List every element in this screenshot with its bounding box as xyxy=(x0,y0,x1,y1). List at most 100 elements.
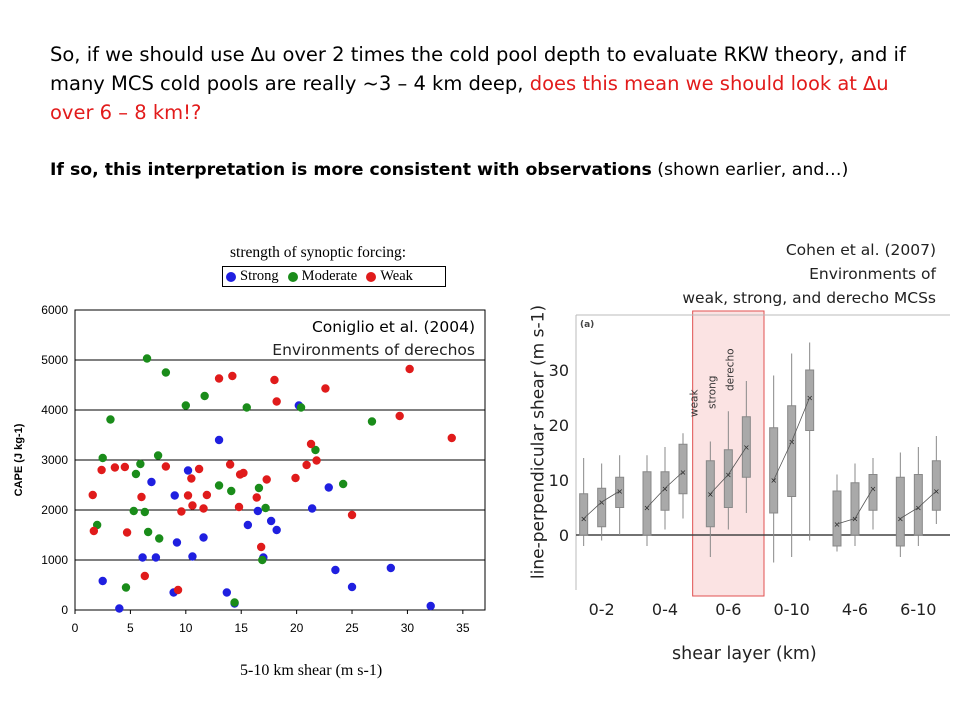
scatter-point-weak xyxy=(302,460,311,470)
scatter-point-strong xyxy=(253,506,263,516)
scatter-point-strong xyxy=(172,538,182,547)
box-median-line xyxy=(710,446,747,495)
scatter-point-strong xyxy=(272,525,281,535)
scatter-point-moderate xyxy=(214,481,224,490)
strong-dot-icon xyxy=(226,271,236,282)
scatter-x-tick-label: 25 xyxy=(345,621,359,635)
scatter-point-weak xyxy=(187,474,196,483)
scatter-point-moderate xyxy=(311,445,320,455)
scatter-x-tick-label: 30 xyxy=(401,621,415,635)
scatter-point-strong xyxy=(170,491,179,500)
scatter-point-moderate xyxy=(140,507,150,517)
scatter-point-weak xyxy=(110,463,120,472)
scatter-point-moderate xyxy=(136,459,145,469)
followup-bold: If so, this interpretation is more consi… xyxy=(50,160,652,180)
box-body xyxy=(660,471,670,511)
cohen-ref-title: Cohen et al. (2007) xyxy=(785,241,936,259)
scatter-point-weak xyxy=(256,542,266,552)
scatter-point-strong xyxy=(98,576,107,586)
moderate-dot-icon xyxy=(287,271,298,282)
scatter-point-weak xyxy=(239,468,248,478)
scatter-point-moderate xyxy=(296,403,306,412)
scatter-point-moderate xyxy=(227,486,236,496)
boxplot-y-tick-label: 10 xyxy=(549,471,569,490)
box-body xyxy=(913,474,923,536)
scatter-x-tick-label: 35 xyxy=(456,621,470,635)
scatter-point-weak xyxy=(272,397,281,406)
scatter-point-strong xyxy=(324,483,333,492)
scatter-point-weak xyxy=(137,492,146,502)
scatter-y-tick-label: 4000 xyxy=(41,403,68,417)
box-median-line xyxy=(773,397,811,481)
scatter-point-strong xyxy=(266,516,276,526)
scatter-point-moderate xyxy=(181,401,191,410)
legend-item-moderate: Moderate xyxy=(287,268,357,285)
legend-label-strong: Strong xyxy=(240,268,279,284)
series-label-strong: strong xyxy=(706,376,718,409)
scatter-point-moderate xyxy=(129,506,138,516)
coniglio-ref-line2: Environments of derechos xyxy=(272,341,475,359)
boxplot-x-tick-label: 0-4 xyxy=(652,600,678,619)
scatter-y-tick-label: 3000 xyxy=(41,453,68,467)
scatter-x-tick-label: 5 xyxy=(127,621,134,635)
scatter-point-moderate xyxy=(258,555,267,565)
cohen-ref-line3: weak, strong, and derecho MCSs xyxy=(682,289,936,307)
intro-text-red: does this mean we should look at ∆u over… xyxy=(50,72,889,124)
scatter-point-moderate xyxy=(161,368,171,377)
scatter-point-weak xyxy=(120,462,130,472)
scatter-x-tick-label: 0 xyxy=(72,621,79,635)
scatter-point-weak xyxy=(214,374,224,383)
scatter-point-strong xyxy=(331,565,340,575)
scatter-point-strong xyxy=(243,520,253,530)
scatter-point-moderate xyxy=(261,503,270,513)
box-body xyxy=(832,490,842,547)
boxplot-x-label: shear layer (km) xyxy=(672,644,817,664)
box-body xyxy=(597,487,607,528)
scatter-point-weak xyxy=(347,510,357,520)
intro-text: So, if we should use ∆u over 2 times the… xyxy=(50,40,930,127)
box-median-marker: × xyxy=(852,515,859,524)
series-label-derecho: derecho xyxy=(724,348,736,391)
box-median-marker: × xyxy=(616,487,623,496)
scatter-point-strong xyxy=(222,588,232,597)
scatter-point-strong xyxy=(199,533,208,542)
scatter-x-tick-label: 15 xyxy=(235,621,249,635)
scatter-point-weak xyxy=(306,439,316,449)
box-body xyxy=(769,427,779,514)
scatter-point-weak xyxy=(89,526,99,536)
scatter-point-strong xyxy=(347,582,357,592)
followup-text: If so, this interpretation is more consi… xyxy=(50,158,940,182)
scatter-point-weak xyxy=(122,528,132,537)
scatter-point-strong xyxy=(386,563,396,573)
scatter-point-weak xyxy=(234,502,244,512)
box-body xyxy=(615,476,625,508)
scatter-point-weak xyxy=(173,585,183,595)
scatter-point-weak xyxy=(312,456,321,465)
boxplot-y-tick-label: 20 xyxy=(549,416,569,435)
scatter-point-moderate xyxy=(254,483,264,493)
scatter-point-moderate xyxy=(200,391,209,401)
scatter-point-moderate xyxy=(367,417,377,426)
scatter-point-strong xyxy=(147,477,156,487)
scatter-point-weak xyxy=(97,465,106,475)
scatter-point-strong xyxy=(183,466,193,475)
scatter-point-weak xyxy=(177,507,186,516)
scatter-point-strong xyxy=(151,553,161,562)
scatter-point-weak xyxy=(202,490,212,500)
boxplot-x-tick-label: 0-6 xyxy=(715,600,741,619)
scatter-point-weak xyxy=(188,501,197,510)
box-body xyxy=(787,405,797,497)
scatter-point-moderate xyxy=(230,598,239,607)
boxplot-y-tick-label: 30 xyxy=(549,361,569,380)
scatter-y-tick-label: 0 xyxy=(61,603,68,617)
scatter-point-weak xyxy=(199,504,208,513)
box-median-marker: × xyxy=(707,490,714,499)
scatter-point-weak xyxy=(183,491,193,500)
cohen-reference: Cohen et al. (2007) Environments of weak… xyxy=(616,238,936,310)
scatter-y-tick-label: 1000 xyxy=(41,553,68,567)
scatter-point-weak xyxy=(321,384,330,393)
box-body xyxy=(805,369,815,431)
box-median-marker: × xyxy=(897,515,904,524)
scatter-x-tick-label: 20 xyxy=(290,621,304,635)
scatter-y-label: CAPE (J kg-1) xyxy=(13,423,25,496)
